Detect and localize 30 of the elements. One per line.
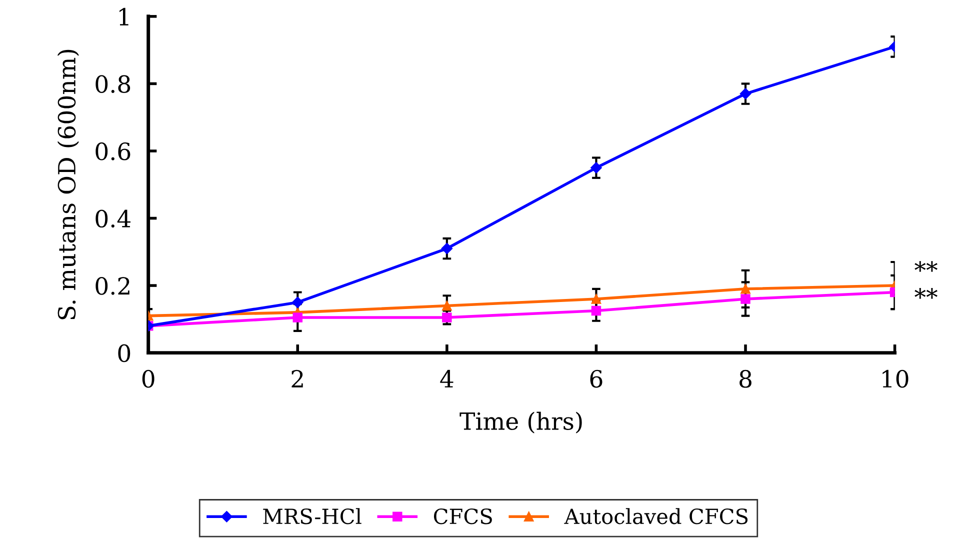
x-tick-label: 4 <box>440 370 454 388</box>
point <box>740 294 750 304</box>
point <box>591 294 602 304</box>
y-tick-label: 0.4 <box>96 210 130 228</box>
point <box>740 284 750 294</box>
legend-label: MRS-HCl <box>263 508 362 524</box>
x-tick-label: 10 <box>882 370 908 388</box>
x-axis-title: Time (hrs) <box>460 412 582 434</box>
y-tick-label: 0 <box>118 344 130 362</box>
x-tick-label: 0 <box>142 370 154 388</box>
point <box>442 300 452 311</box>
y-tick-label: 1 <box>120 8 128 26</box>
y-tick-label: 0.8 <box>96 75 130 93</box>
y-tick-label: 0.6 <box>96 142 130 160</box>
annotation: ** <box>914 288 938 299</box>
x-tick-label: 6 <box>590 370 602 388</box>
annotation: ** <box>914 261 938 272</box>
point <box>590 162 602 174</box>
legend-label: CFCS <box>434 508 492 524</box>
x-tick-label: 2 <box>292 370 303 388</box>
point <box>442 312 452 322</box>
point <box>292 296 304 308</box>
legend-label: Autoclaved CFCS <box>564 508 748 524</box>
y-axis-title: S. mutans OD (600nm) <box>57 50 79 320</box>
x-tick-label: 8 <box>740 370 752 388</box>
point <box>740 88 752 100</box>
point <box>441 242 453 254</box>
point <box>292 312 302 322</box>
point <box>591 306 602 316</box>
y-tick-label: 0.2 <box>96 276 130 295</box>
